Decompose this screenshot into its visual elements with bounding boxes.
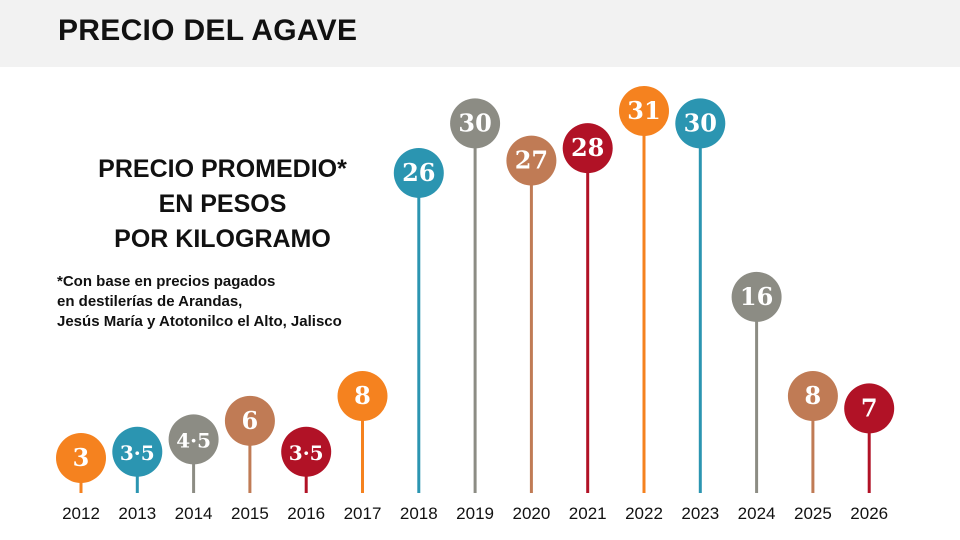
- data-label: 28: [571, 133, 604, 162]
- value-marker: [844, 383, 895, 434]
- data-label: 3·5: [120, 441, 155, 465]
- value-marker: [675, 98, 726, 149]
- x-tick-label: 2022: [625, 504, 663, 523]
- x-tick-label: 2025: [794, 504, 832, 523]
- header-bar: PRECIO DEL AGAVE: [0, 0, 960, 67]
- x-tick-label: 2018: [400, 504, 438, 523]
- data-label: 4·5: [176, 428, 211, 452]
- x-tick-label: 2026: [850, 504, 888, 523]
- data-label: 31: [627, 96, 660, 125]
- value-marker: [506, 135, 557, 186]
- x-tick-label: 2019: [456, 504, 494, 523]
- value-marker: [731, 271, 782, 322]
- source-note: *Con base en precios pagados en destiler…: [57, 272, 342, 332]
- value-marker: [393, 147, 444, 198]
- data-label: 8: [354, 381, 371, 410]
- value-marker: [56, 433, 106, 483]
- note-line: en destilerías de Arandas,: [57, 293, 243, 310]
- data-label: 3·5: [289, 441, 324, 465]
- x-tick-label: 2021: [569, 504, 607, 523]
- subtitle-line: PRECIO PROMEDIO*: [98, 155, 347, 183]
- value-marker: [168, 414, 219, 465]
- value-marker: [619, 86, 669, 136]
- value-marker: [112, 426, 163, 477]
- data-label: 27: [515, 146, 548, 175]
- x-tick-label: 2017: [344, 504, 382, 523]
- subtitle-line: EN PESOS: [158, 190, 287, 218]
- value-marker: [450, 98, 501, 149]
- value-marker: [281, 426, 332, 477]
- x-tick-label: 2013: [118, 504, 156, 523]
- data-label: 16: [740, 282, 773, 311]
- data-label: 8: [805, 381, 822, 410]
- note-line: *Con base en precios pagados: [57, 273, 276, 290]
- value-marker: [562, 123, 613, 174]
- data-label: 30: [684, 108, 717, 137]
- x-tick-label: 2015: [231, 504, 269, 523]
- data-label: 7: [861, 393, 878, 422]
- data-label: 6: [242, 406, 259, 435]
- x-tick-label: 2024: [738, 504, 776, 523]
- x-tick-label: 2020: [512, 504, 550, 523]
- page-title: PRECIO DEL AGAVE: [58, 14, 358, 47]
- x-tick-label: 2023: [681, 504, 719, 523]
- data-label: 30: [458, 108, 491, 137]
- value-marker: [337, 371, 388, 422]
- x-tick-label: 2012: [62, 504, 100, 523]
- value-marker: [787, 371, 838, 422]
- chart-subtitle: PRECIO PROMEDIO* EN PESOS POR KILOGRAMO: [40, 152, 405, 257]
- value-marker: [224, 395, 275, 446]
- data-label: 26: [402, 158, 435, 187]
- data-label: 3: [73, 443, 90, 472]
- x-tick-label: 2016: [287, 504, 325, 523]
- subtitle-line: POR KILOGRAMO: [114, 225, 331, 253]
- x-tick-label: 2014: [175, 504, 213, 523]
- note-line: Jesús María y Atotonilco el Alto, Jalisc…: [57, 313, 342, 330]
